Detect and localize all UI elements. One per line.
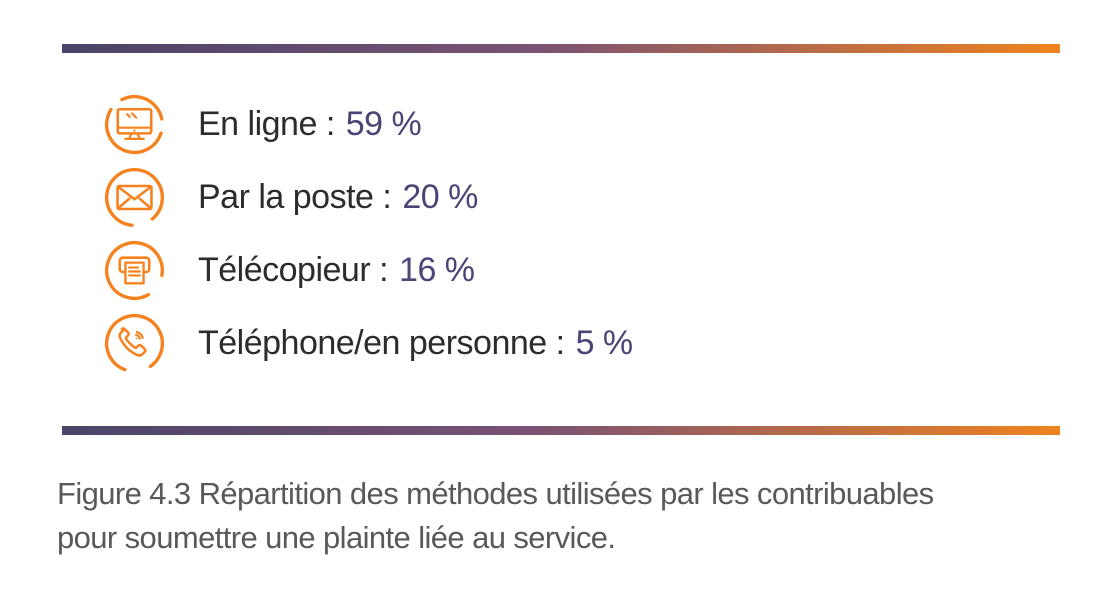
stat-label: Téléphone/en personne : [198,324,565,362]
figure-caption-line2: pour soumettre une plainte liée au servi… [57,520,616,556]
stat-list: En ligne : 59 % Par la poste : 20 % [103,88,1003,380]
envelope-icon [104,167,165,228]
phone-icon [104,313,165,374]
stat-value: 16 % [399,251,475,289]
stat-value: 20 % [402,178,478,216]
stat-value: 59 % [345,105,422,143]
stat-label: En ligne : [198,105,335,143]
stat-row: Télécopieur : 16 % [103,234,1003,307]
bottom-divider [62,426,1060,435]
stat-label: Par la poste : [198,178,392,216]
stat-row: En ligne : 59 % [103,88,1003,161]
top-divider [62,44,1060,53]
stat-row: Téléphone/en personne : 5 % [103,307,1003,380]
monitor-icon [104,94,165,155]
stat-row: Par la poste : 20 % [103,161,1003,234]
stat-label: Télécopieur : [198,251,389,289]
fax-icon [104,240,165,301]
stat-value: 5 % [575,324,634,362]
figure-caption: Figure 4.3 Répartition des méthodes util… [57,472,1087,560]
figure-caption-line1: Figure 4.3 Répartition des méthodes util… [57,476,934,511]
